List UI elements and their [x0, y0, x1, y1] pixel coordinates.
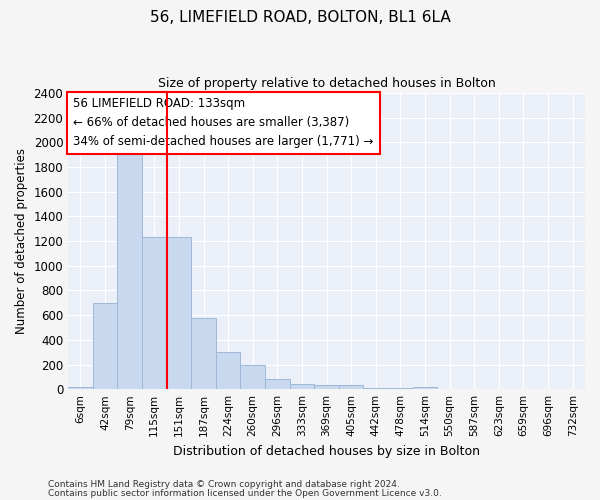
- Bar: [118, 148, 142, 389]
- Text: 56 LIMEFIELD ROAD: 133sqm
← 66% of detached houses are smaller (3,387)
34% of se: 56 LIMEFIELD ROAD: 133sqm ← 66% of detac…: [73, 98, 374, 148]
- Text: 56, LIMEFIELD ROAD, BOLTON, BL1 6LA: 56, LIMEFIELD ROAD, BOLTON, BL1 6LA: [149, 10, 451, 25]
- Bar: [339, 385, 364, 389]
- Text: Contains HM Land Registry data © Crown copyright and database right 2024.: Contains HM Land Registry data © Crown c…: [48, 480, 400, 489]
- Bar: [241, 364, 265, 389]
- Bar: [536, 388, 560, 389]
- Y-axis label: Number of detached properties: Number of detached properties: [15, 148, 28, 334]
- Bar: [68, 388, 93, 389]
- Bar: [487, 388, 511, 389]
- Bar: [142, 238, 167, 389]
- Bar: [437, 388, 462, 389]
- Bar: [216, 352, 241, 389]
- X-axis label: Distribution of detached houses by size in Bolton: Distribution of detached houses by size …: [173, 444, 480, 458]
- Bar: [93, 303, 118, 389]
- Bar: [191, 318, 216, 389]
- Bar: [290, 384, 314, 389]
- Text: Contains public sector information licensed under the Open Government Licence v3: Contains public sector information licen…: [48, 488, 442, 498]
- Bar: [511, 388, 536, 389]
- Bar: [265, 378, 290, 389]
- Bar: [462, 388, 487, 389]
- Bar: [167, 238, 191, 389]
- Title: Size of property relative to detached houses in Bolton: Size of property relative to detached ho…: [158, 78, 496, 90]
- Bar: [364, 388, 388, 389]
- Bar: [388, 388, 413, 389]
- Bar: [314, 385, 339, 389]
- Bar: [560, 388, 585, 389]
- Bar: [413, 386, 437, 389]
